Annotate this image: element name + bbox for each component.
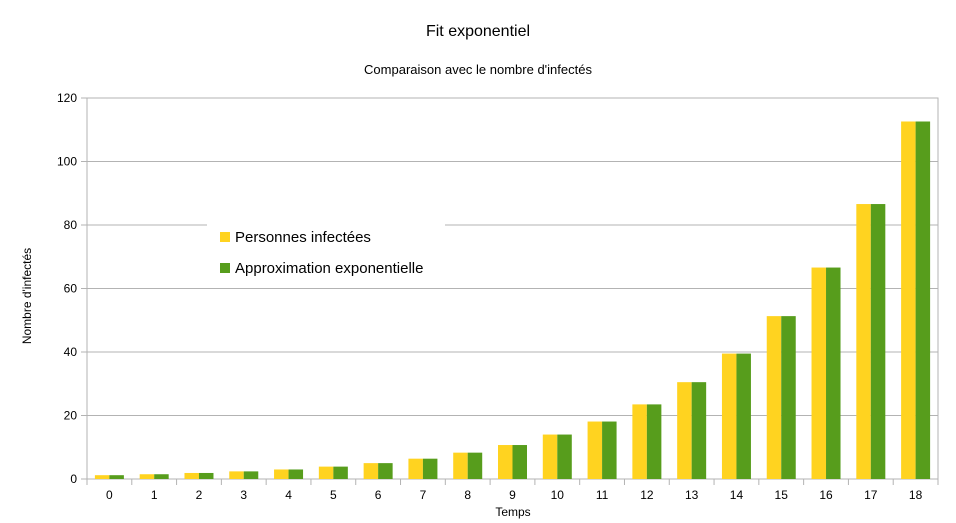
legend-label: Personnes infectées xyxy=(235,229,371,246)
x-tick-label: 18 xyxy=(909,488,923,502)
bar-infected-1 xyxy=(139,474,155,479)
bar-exponential-3 xyxy=(243,471,259,479)
bar-exponential-12 xyxy=(646,404,662,479)
bar-infected-0 xyxy=(94,475,110,479)
x-tick-label: 8 xyxy=(464,488,471,502)
bar-exponential-6 xyxy=(378,463,393,479)
y-tick-label: 100 xyxy=(57,155,77,169)
chart-subtitle: Comparaison avec le nombre d'infectés xyxy=(364,62,592,77)
x-axis-label: Temps xyxy=(495,505,530,519)
bar-exponential-14 xyxy=(736,353,751,479)
x-tick-label: 11 xyxy=(596,488,609,502)
bar-infected-6 xyxy=(363,463,379,479)
bar-infected-7 xyxy=(408,458,423,479)
bar-exponential-11 xyxy=(602,421,617,479)
bar-exponential-2 xyxy=(198,472,214,479)
y-tick-label: 20 xyxy=(64,409,78,423)
x-tick-label: 13 xyxy=(685,488,699,502)
bar-exponential-7 xyxy=(422,458,438,479)
bar-infected-3 xyxy=(229,471,244,479)
bar-exponential-17 xyxy=(870,204,886,480)
y-axis-label: Nombre d'infectés xyxy=(20,248,34,344)
bar-infected-4 xyxy=(274,469,289,479)
legend-label: Approximation exponentielle xyxy=(235,260,423,277)
bar-infected-9 xyxy=(498,445,513,479)
x-tick-label: 17 xyxy=(864,488,878,502)
gridlines xyxy=(81,97,939,480)
x-tick-label: 14 xyxy=(730,488,744,502)
y-tick-label: 0 xyxy=(70,472,77,486)
x-tick-label: 10 xyxy=(551,488,565,502)
x-tick-label: 2 xyxy=(196,488,203,502)
bar-exponential-9 xyxy=(512,445,527,479)
x-tick-label: 15 xyxy=(775,488,789,502)
chart-title: Fit exponentiel xyxy=(426,23,530,40)
x-axis-ticks: 0 1 2 3 4 5 6 7 8 9 10 11 12 13 14 15 16 17 18 xyxy=(86,479,939,502)
x-tick-label: 12 xyxy=(640,488,654,502)
x-tick-label: 4 xyxy=(285,488,292,502)
legend-swatch xyxy=(220,232,230,242)
legend: Personnes infectées Approximation exponen… xyxy=(207,216,445,288)
y-tick-label: 40 xyxy=(64,345,78,359)
bars xyxy=(94,121,931,480)
x-tick-label: 5 xyxy=(330,488,337,502)
bar-exponential-1 xyxy=(154,474,169,479)
bar-exponential-5 xyxy=(333,466,348,479)
bar-infected-5 xyxy=(318,466,334,479)
bar-exponential-15 xyxy=(781,316,796,479)
bar-exponential-18 xyxy=(915,121,931,480)
x-tick-label: 9 xyxy=(509,488,516,502)
bar-infected-17 xyxy=(856,204,871,480)
bar-exponential-0 xyxy=(109,475,124,479)
x-tick-label: 1 xyxy=(151,488,158,502)
bar-infected-8 xyxy=(453,452,468,479)
y-tick-label: 60 xyxy=(64,282,78,296)
bar-infected-15 xyxy=(766,316,782,479)
y-tick-label: 120 xyxy=(57,91,77,105)
y-axis-ticks: 0 20 40 60 80 100 120 xyxy=(57,91,77,486)
x-tick-label: 7 xyxy=(420,488,427,502)
y-tick-label: 80 xyxy=(64,218,78,232)
bar-exponential-8 xyxy=(467,452,483,479)
bar-exponential-16 xyxy=(826,267,841,479)
x-tick-label: 16 xyxy=(819,488,833,502)
bar-exponential-4 xyxy=(288,469,304,479)
legend-swatch xyxy=(220,263,230,273)
bar-infected-14 xyxy=(721,353,737,479)
bar-infected-11 xyxy=(587,421,603,479)
legend-box xyxy=(207,216,445,288)
bar-infected-18 xyxy=(901,121,916,480)
bar-infected-16 xyxy=(811,267,827,479)
bar-infected-12 xyxy=(632,404,647,479)
bar-infected-10 xyxy=(542,434,558,479)
bar-exponential-13 xyxy=(691,382,707,479)
bar-infected-2 xyxy=(184,472,199,479)
x-tick-label: 6 xyxy=(375,488,382,502)
bar-exponential-10 xyxy=(557,434,572,479)
x-tick-label: 3 xyxy=(240,488,247,502)
x-tick-label: 0 xyxy=(106,488,113,502)
bar-infected-13 xyxy=(677,382,692,479)
